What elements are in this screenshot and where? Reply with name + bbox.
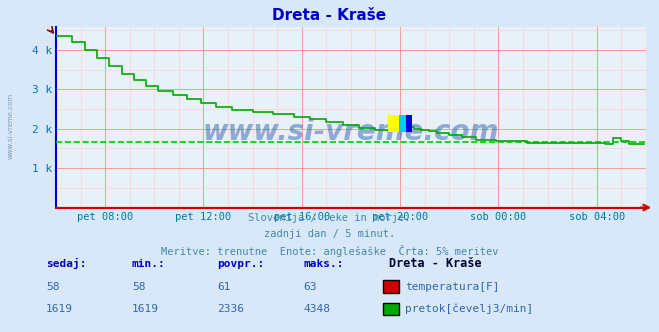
- Text: povpr.:: povpr.:: [217, 259, 265, 269]
- Bar: [387, 115, 399, 132]
- Text: Slovenija / reke in morje.: Slovenija / reke in morje.: [248, 213, 411, 223]
- Text: 63: 63: [303, 282, 316, 291]
- Text: pretok[čevelj3/min]: pretok[čevelj3/min]: [405, 303, 534, 314]
- Text: 2336: 2336: [217, 304, 244, 314]
- Text: zadnji dan / 5 minut.: zadnji dan / 5 minut.: [264, 229, 395, 239]
- Text: Meritve: trenutne  Enote: anglešaške  Črta: 5% meritev: Meritve: trenutne Enote: anglešaške Črta…: [161, 245, 498, 257]
- Text: min.:: min.:: [132, 259, 165, 269]
- Text: temperatura[F]: temperatura[F]: [405, 282, 500, 291]
- Text: Dreta - Kraše: Dreta - Kraše: [272, 8, 387, 23]
- Text: 58: 58: [46, 282, 59, 291]
- Text: maks.:: maks.:: [303, 259, 343, 269]
- Text: 1619: 1619: [46, 304, 73, 314]
- Text: www.si-vreme.com: www.si-vreme.com: [203, 118, 499, 145]
- Text: sedaj:: sedaj:: [46, 258, 86, 269]
- Text: www.si-vreme.com: www.si-vreme.com: [8, 93, 14, 159]
- Text: 58: 58: [132, 282, 145, 291]
- Bar: [406, 115, 413, 132]
- Bar: [399, 115, 406, 132]
- Text: 1619: 1619: [132, 304, 159, 314]
- Text: 61: 61: [217, 282, 231, 291]
- Text: 4348: 4348: [303, 304, 330, 314]
- Text: Dreta - Kraše: Dreta - Kraše: [389, 257, 482, 270]
